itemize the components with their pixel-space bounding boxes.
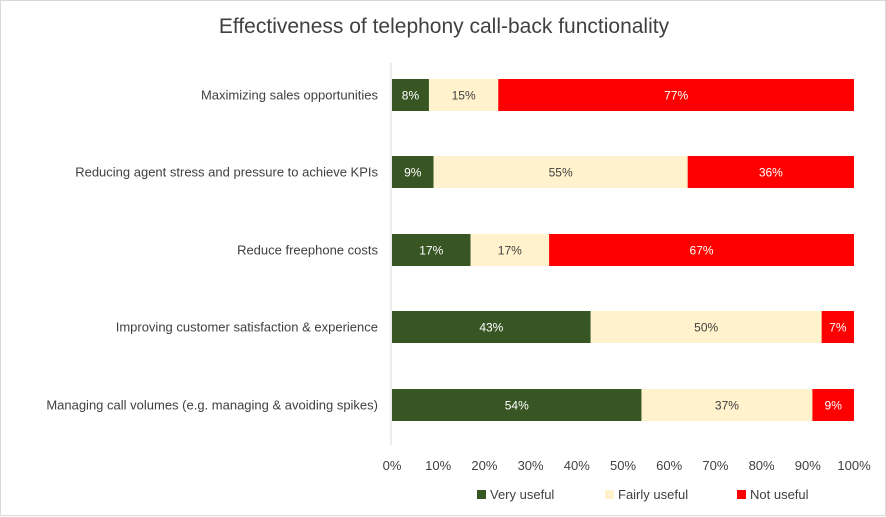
bar-segment — [470, 234, 550, 266]
x-tick-label: 70% — [702, 458, 728, 473]
bars-layer: 8% 15% 77% 9% 55% 36% 17% 17% 67% 43% 50% 7% 54% 37% 9… — [392, 79, 854, 421]
category-labels: Maximizing sales opportunities Reducing a… — [46, 88, 378, 413]
data-label: 17% — [419, 244, 443, 258]
chart-title: Effectiveness of telephony call-back fun… — [219, 15, 670, 38]
data-label: 43% — [479, 321, 503, 335]
data-label: 15% — [452, 89, 476, 103]
legend-label: Not useful — [750, 487, 809, 502]
x-tick-label: 100% — [837, 458, 871, 473]
bar-segment — [392, 234, 471, 266]
category-label: Reducing agent stress and pressure to ac… — [75, 165, 378, 180]
legend-swatch — [605, 490, 614, 499]
bar-segment — [498, 79, 854, 111]
bar-segment — [641, 389, 813, 421]
x-tick-label: 90% — [795, 458, 821, 473]
bar-segment — [392, 79, 429, 111]
legend: Very useful Fairly useful Not useful — [477, 487, 809, 502]
category-label: Reduce freephone costs — [237, 243, 378, 258]
x-tick-label: 20% — [471, 458, 497, 473]
data-label: 77% — [664, 89, 688, 103]
category-label: Improving customer satisfaction & experi… — [116, 320, 378, 335]
bar-segment — [392, 389, 642, 421]
data-label: 36% — [759, 166, 783, 180]
x-tick-label: 80% — [749, 458, 775, 473]
data-label: 37% — [715, 399, 739, 413]
category-label: Maximizing sales opportunities — [201, 88, 379, 103]
bar-segment — [428, 79, 499, 111]
data-label: 50% — [694, 321, 718, 335]
x-tick-label: 0% — [383, 458, 402, 473]
data-label: 7% — [829, 321, 847, 335]
data-label: 55% — [549, 166, 573, 180]
x-tick-label: 60% — [656, 458, 682, 473]
bar-segment — [433, 156, 688, 188]
data-label: 9% — [404, 166, 422, 180]
x-axis-ticks: 0% 10% 20% 30% 40% 50% 60% 70% 80% 90% 100% — [383, 458, 871, 473]
data-label: 8% — [402, 89, 420, 103]
data-label: 17% — [498, 244, 522, 258]
bar-segment — [590, 311, 822, 343]
bar-segment — [549, 234, 854, 266]
bar-segment — [687, 156, 854, 188]
x-tick-label: 40% — [564, 458, 590, 473]
data-label: 9% — [825, 399, 843, 413]
x-tick-label: 10% — [425, 458, 451, 473]
legend-swatch — [477, 490, 486, 499]
data-label: 54% — [505, 399, 529, 413]
category-label: Managing call volumes (e.g. managing & a… — [46, 398, 378, 413]
bar-segment — [812, 389, 854, 421]
legend-label: Very useful — [490, 487, 554, 502]
bar-segment — [392, 311, 591, 343]
legend-label: Fairly useful — [618, 487, 688, 502]
x-tick-label: 50% — [610, 458, 636, 473]
legend-swatch — [737, 490, 746, 499]
bar-segment — [821, 311, 854, 343]
bar-segment — [392, 156, 434, 188]
data-label: 67% — [690, 244, 714, 258]
x-tick-label: 30% — [518, 458, 544, 473]
